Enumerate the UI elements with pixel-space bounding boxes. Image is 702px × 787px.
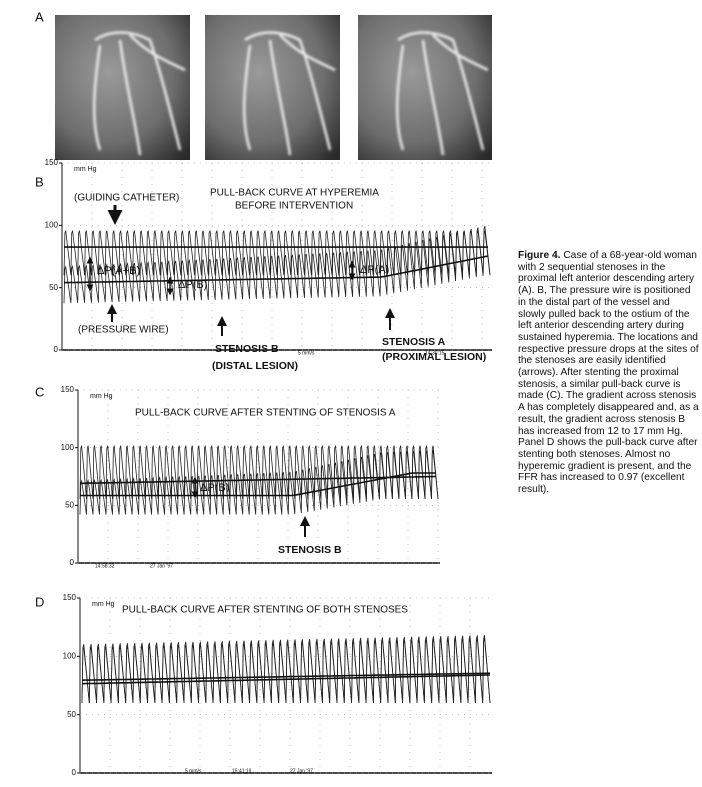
y-tick-label: 0 xyxy=(70,558,75,567)
annotation: (DISTAL LESION) xyxy=(212,360,298,372)
annotation: ΔP(A+B) xyxy=(97,265,140,277)
annotation: PULL-BACK CURVE AFTER STENTING OF STENOS… xyxy=(135,408,396,419)
pressure-trace xyxy=(63,225,491,304)
pressure-trace xyxy=(79,445,439,500)
y-tick-label: 150 xyxy=(61,385,75,394)
axis-unit: mm Hg xyxy=(90,393,113,400)
pressure-trace xyxy=(81,638,491,704)
annotation: 14:30:15 xyxy=(425,350,445,356)
annotation: 27 Jan '97 xyxy=(150,563,173,569)
pressure-trace xyxy=(79,450,439,515)
y-tick-label: 100 xyxy=(63,651,77,660)
annotation: 14:58:32 xyxy=(95,563,115,569)
annotation: ΔP(A) xyxy=(360,264,389,276)
mean-trace xyxy=(64,255,489,284)
y-tick-label: 150 xyxy=(45,158,59,167)
y-tick-label: 150 xyxy=(63,593,77,602)
annotation: ΔP(B) xyxy=(200,482,229,494)
angiogram-2 xyxy=(205,15,340,160)
y-tick-label: 50 xyxy=(65,500,74,509)
annotation: (GUIDING CATHETER) xyxy=(74,193,179,204)
y-tick-label: 0 xyxy=(54,345,59,354)
annotation: ΔP(B) xyxy=(178,279,207,291)
annotation: 27 Jan '97 xyxy=(290,768,313,774)
annotation: STENOSIS B xyxy=(278,544,342,556)
annotation: STENOSIS A xyxy=(382,336,446,348)
annotation: 5 mm/s xyxy=(185,768,202,774)
annotation: 15:41:19 xyxy=(232,768,252,774)
panel-label: B xyxy=(35,174,44,189)
annotation: (PROXIMAL LESION) xyxy=(382,351,486,363)
angiogram-3 xyxy=(358,15,492,160)
caption-label: Figure 4. xyxy=(518,250,561,261)
mean-trace xyxy=(80,472,436,497)
pressure-trace xyxy=(63,230,491,276)
annotation: BEFORE INTERVENTION xyxy=(235,201,353,212)
annotation: 5 mm/s xyxy=(298,350,315,356)
angiograms xyxy=(55,15,492,160)
y-tick-label: 100 xyxy=(45,220,59,229)
panel-label: C xyxy=(35,384,44,399)
annotation: STENOSIS B xyxy=(215,343,279,355)
mean-trace xyxy=(81,672,491,681)
caption-text: Case of a 68-year-old woman with 2 seque… xyxy=(518,250,699,496)
y-tick-label: 100 xyxy=(61,443,75,452)
panel-label: A xyxy=(35,9,44,24)
annotation: PULL-BACK CURVE AFTER STENTING OF BOTH S… xyxy=(122,605,408,616)
y-tick-label: 50 xyxy=(67,710,76,719)
y-tick-label: 0 xyxy=(72,768,77,777)
axis-unit: mm Hg xyxy=(92,601,115,608)
angiogram-1 xyxy=(55,15,190,160)
axis-unit: mm Hg xyxy=(74,166,97,173)
mean-trace xyxy=(79,475,437,485)
annotation: PULL-BACK CURVE AT HYPEREMIA xyxy=(210,188,379,199)
vessels xyxy=(93,31,489,156)
annotation: (PRESSURE WIRE) xyxy=(78,325,169,336)
mean-trace xyxy=(81,674,490,685)
panel-label: D xyxy=(35,594,44,609)
caption: Figure 4. Case of a 68-year-old woman wi… xyxy=(518,250,700,496)
y-tick-label: 50 xyxy=(49,283,58,292)
